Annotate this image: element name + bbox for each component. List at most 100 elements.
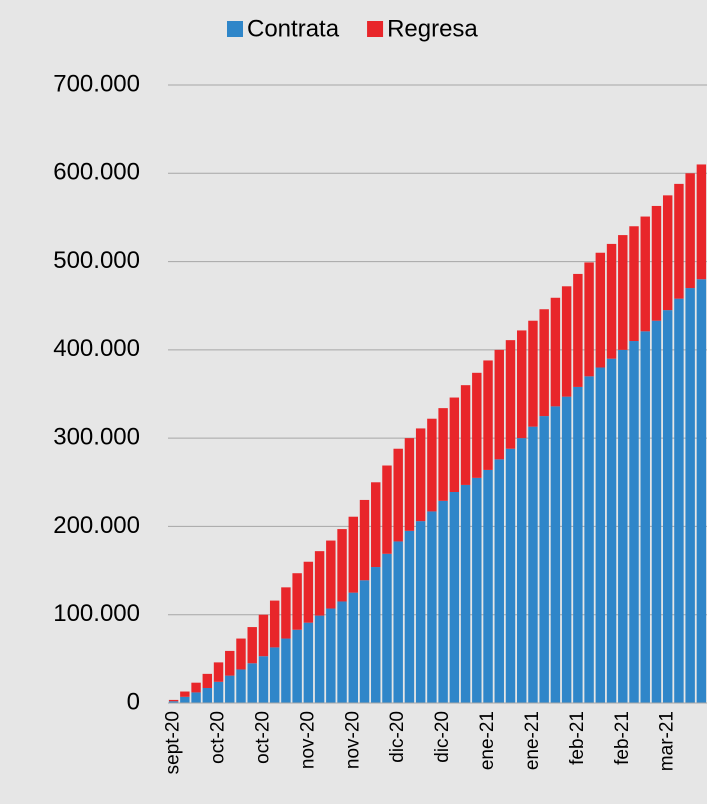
- bar-segment: [584, 376, 594, 703]
- x-tick-label: ene-21: [477, 711, 498, 770]
- bar-segment: [539, 309, 549, 417]
- bar-segment: [595, 367, 606, 703]
- bar-segment: [202, 673, 213, 688]
- bar-segment: [213, 662, 224, 682]
- bar-segment: [404, 438, 415, 531]
- bar-segment: [371, 567, 381, 703]
- bar-segment: [269, 600, 280, 648]
- bar-segment: [180, 696, 190, 703]
- bar-segment: [236, 669, 246, 703]
- bar-segment: [550, 406, 561, 703]
- y-tick-label: 100.000: [53, 600, 140, 627]
- bar-segment: [606, 243, 617, 359]
- bar-segment: [348, 516, 358, 593]
- bar-segment: [651, 205, 662, 321]
- bar-segment: [168, 701, 179, 703]
- bar-segment: [258, 656, 269, 703]
- bar-segment: [415, 428, 426, 522]
- y-tick-label: 0: [127, 688, 140, 715]
- bar-segment: [191, 682, 201, 693]
- bar-segment: [629, 341, 639, 703]
- x-tick-label: feb-21: [612, 711, 633, 765]
- bar-segment: [337, 529, 347, 602]
- bar-segment: [483, 360, 493, 470]
- bar-segment: [314, 615, 325, 703]
- bar-segment: [629, 226, 639, 342]
- bar-segment: [460, 484, 471, 703]
- bar-segment: [247, 663, 257, 703]
- bar-segment: [225, 650, 235, 676]
- bar-segment: [505, 448, 516, 703]
- bar-segment: [472, 372, 482, 478]
- bar-segment: [236, 638, 246, 670]
- bar-segment: [359, 580, 370, 703]
- legend-swatch: [227, 21, 243, 37]
- bar-segment: [438, 408, 448, 501]
- y-tick-label: 600.000: [53, 159, 140, 186]
- bar-segment: [606, 358, 617, 703]
- bar-segment: [303, 622, 314, 703]
- bar-segment: [584, 262, 594, 377]
- y-tick-label: 400.000: [53, 335, 140, 362]
- bar-segment: [651, 320, 662, 703]
- legend-swatch: [367, 21, 384, 37]
- bar-segment: [483, 469, 493, 703]
- x-tick-label: dic-20: [387, 711, 408, 763]
- x-tick-label: sept-20: [163, 711, 184, 774]
- bar-segment: [674, 298, 684, 703]
- bar-segment: [640, 331, 650, 703]
- bar-segment: [472, 477, 482, 703]
- x-tick-label: dic-20: [432, 711, 453, 763]
- bar-segment: [168, 699, 179, 702]
- bar-segment: [696, 164, 707, 280]
- x-tick-label: feb-21: [567, 711, 588, 765]
- bar-segment: [292, 629, 302, 703]
- x-tick-label: nov-20: [297, 711, 318, 769]
- bar-segment: [258, 614, 269, 657]
- bar-segment: [180, 691, 190, 697]
- bar-segment: [618, 235, 628, 350]
- bar-segment: [382, 465, 392, 554]
- x-tick-label: nov-20: [342, 711, 363, 769]
- bar-segment: [281, 638, 291, 703]
- bar-segment: [202, 687, 213, 703]
- bar-segment: [696, 279, 707, 703]
- bar-segment: [427, 511, 437, 703]
- bar-segment: [348, 592, 358, 703]
- bar-segment: [449, 397, 460, 492]
- bar-segment: [662, 310, 673, 703]
- legend: Contrata Regresa: [227, 15, 478, 42]
- bar-segment: [326, 540, 336, 609]
- bar-segment: [662, 195, 673, 311]
- bar-segment: [460, 385, 471, 485]
- bar-segment: [449, 491, 460, 703]
- bar-segment: [326, 608, 336, 703]
- bar-segment: [247, 627, 257, 664]
- bar-segment: [427, 418, 437, 512]
- bar-segment: [561, 396, 572, 703]
- bar-segment: [438, 500, 448, 703]
- bar-segment: [415, 521, 426, 703]
- bar-segment: [505, 340, 516, 449]
- bar-segment: [528, 320, 538, 427]
- bar-segment: [225, 675, 235, 703]
- bar-segment: [550, 297, 561, 407]
- bar-segment: [337, 601, 347, 703]
- bar-segment: [314, 551, 325, 616]
- bar-segment: [618, 349, 628, 703]
- bar-segment: [393, 448, 403, 542]
- bar-segment: [269, 647, 280, 703]
- bar-segment: [573, 273, 583, 387]
- bar-segment: [674, 183, 684, 299]
- bar-segment: [539, 416, 549, 703]
- bar-segment: [213, 681, 224, 703]
- bar-segment: [595, 252, 606, 368]
- bar-segment: [359, 499, 370, 581]
- bar-segment: [494, 349, 504, 460]
- bar-segment: [685, 173, 695, 289]
- y-tick-label: 300.000: [53, 423, 140, 450]
- y-tick-label: 700.000: [53, 70, 140, 97]
- legend-label: Regresa: [387, 15, 478, 42]
